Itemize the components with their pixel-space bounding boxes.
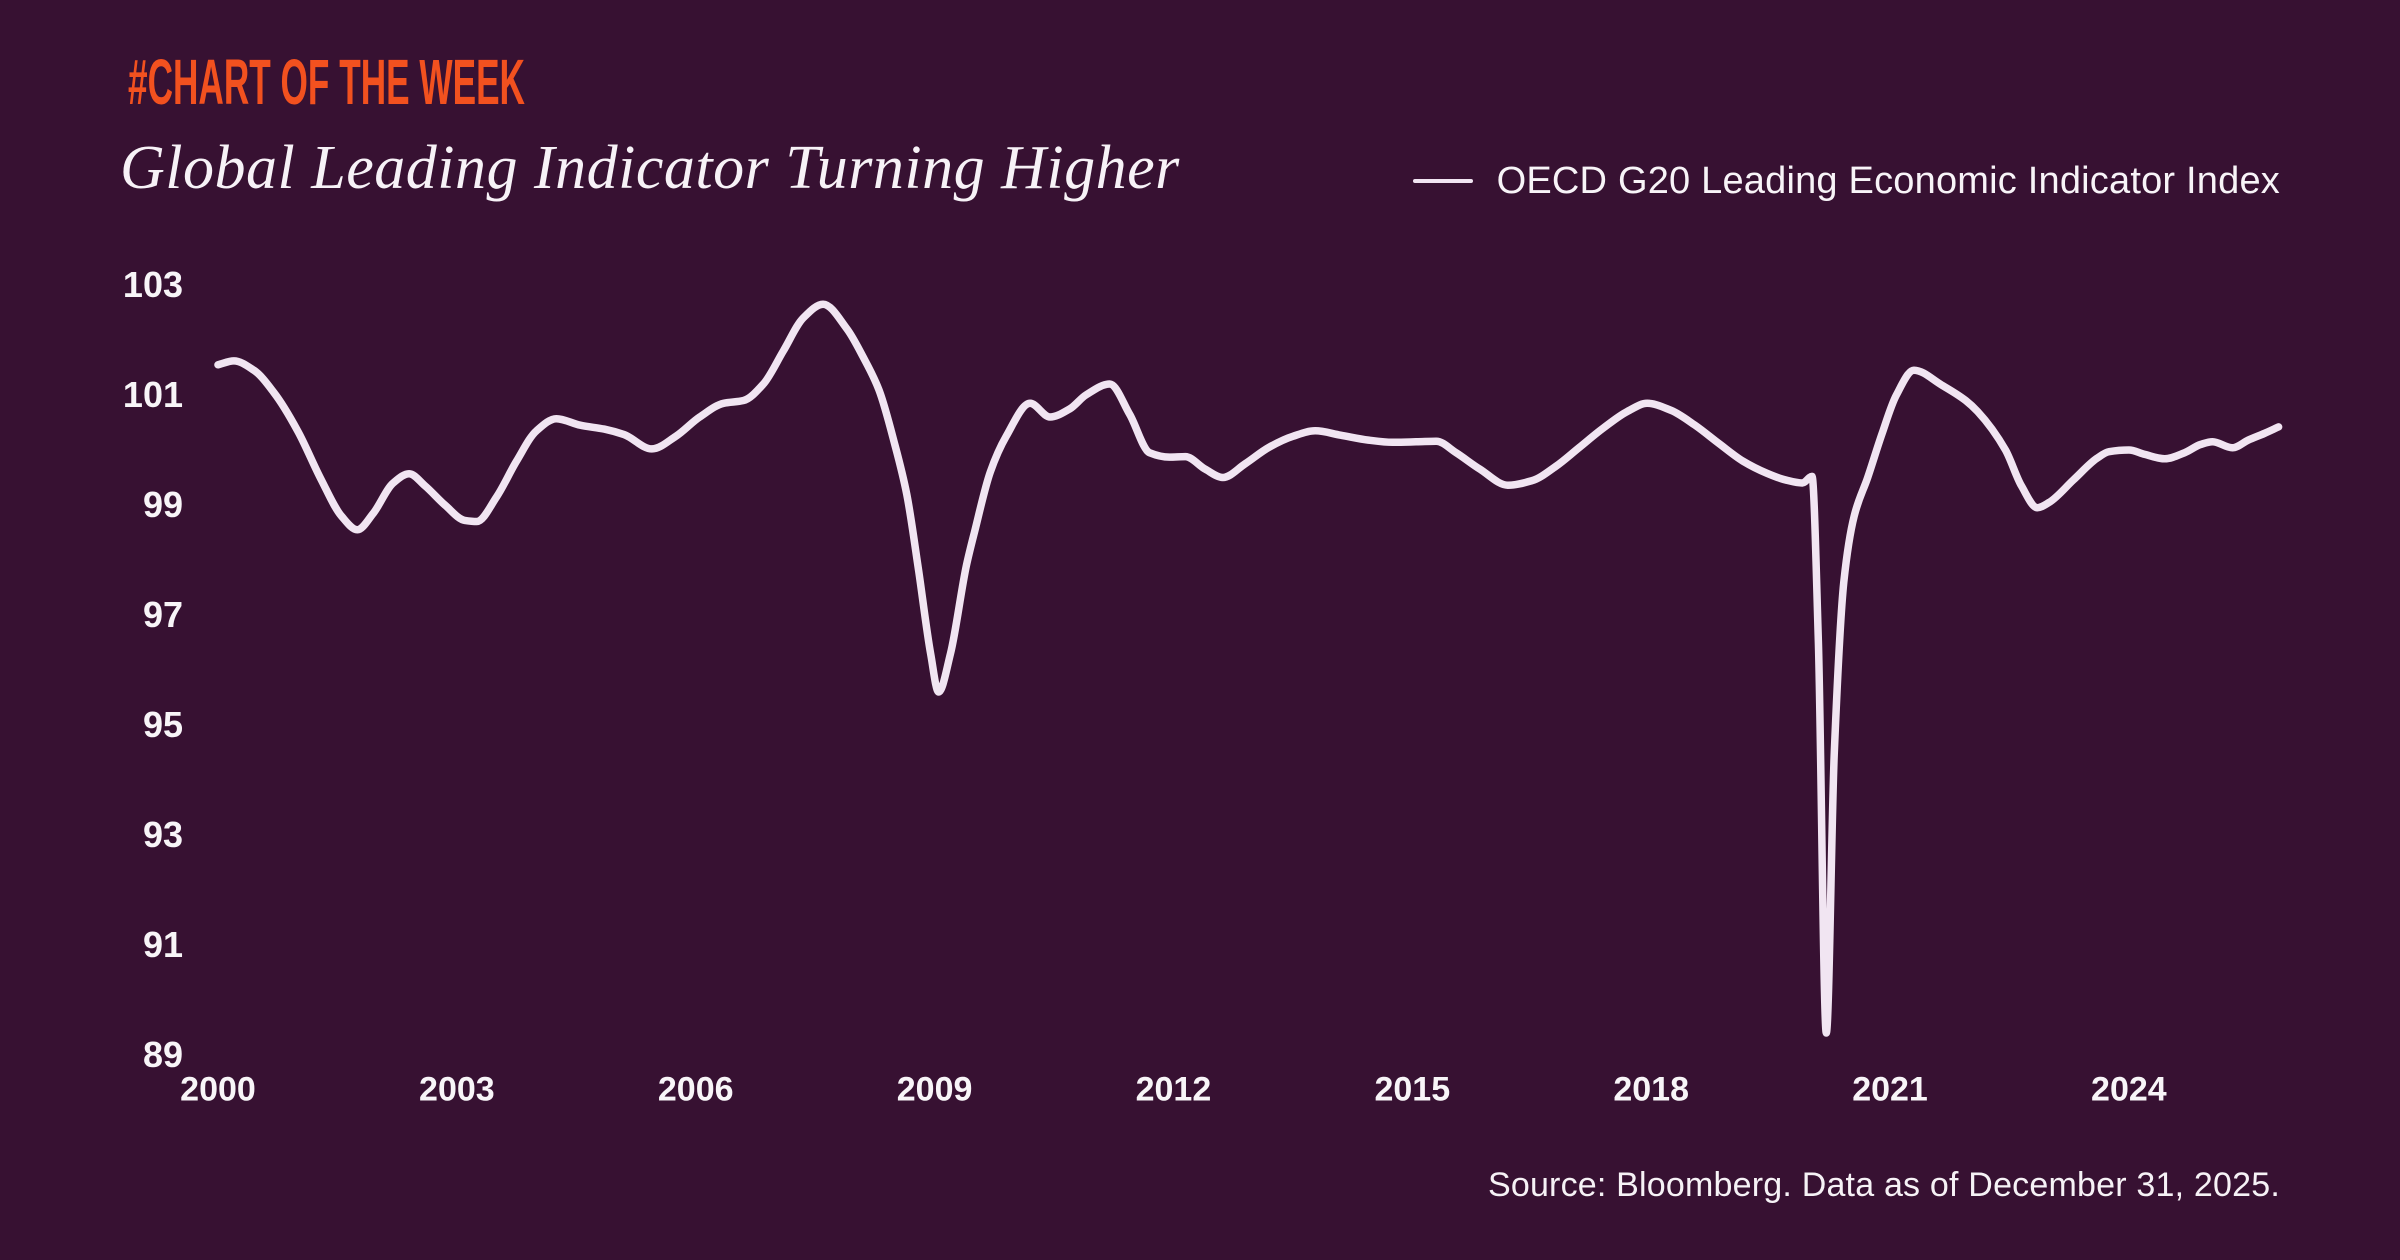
- x-tick-label: 2018: [1613, 1070, 1689, 1109]
- legend: OECD G20 Leading Economic Indicator Inde…: [1412, 158, 2280, 204]
- x-tick-label: 2003: [419, 1070, 495, 1109]
- x-tick-label: 2000: [180, 1070, 256, 1109]
- x-tick-label: 2024: [2091, 1070, 2167, 1109]
- y-tick-label: 95: [142, 704, 183, 745]
- chart-title: Global Leading Indicator Turning Higher: [120, 134, 1180, 202]
- y-tick-label: 97: [142, 594, 183, 635]
- legend-label: OECD G20 Leading Economic Indicator Inde…: [1496, 159, 2280, 202]
- y-tick-label: 91: [142, 924, 183, 965]
- legend-line-swatch: [1412, 179, 1473, 183]
- kicker: #CHART OF THE WEEK: [128, 46, 525, 118]
- series-line-oecd-g20: [214, 300, 2283, 1037]
- source-note: Source: Bloomberg. Data as of December 3…: [1487, 1166, 2280, 1204]
- y-tick-label: 103: [122, 264, 183, 305]
- x-tick-label: 2009: [896, 1070, 973, 1109]
- x-tick-label: 2015: [1374, 1070, 1451, 1109]
- y-tick-label: 93: [142, 814, 183, 855]
- x-tick-label: 2012: [1135, 1070, 1212, 1109]
- x-tick-label: 2021: [1852, 1070, 1928, 1109]
- y-tick-label: 89: [142, 1034, 183, 1075]
- x-tick-label: 2006: [657, 1070, 734, 1109]
- y-tick-label: 101: [122, 374, 183, 415]
- y-tick-label: 99: [142, 484, 183, 525]
